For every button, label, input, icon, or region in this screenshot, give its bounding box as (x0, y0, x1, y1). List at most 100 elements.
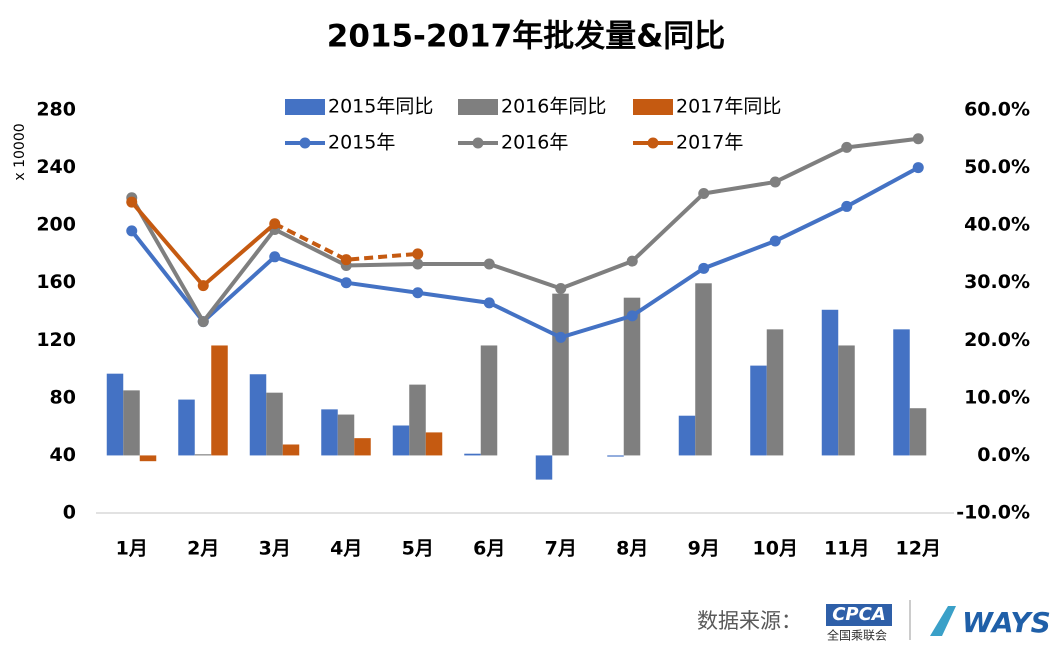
x-tick-label: 8月 (616, 538, 648, 560)
bar (838, 345, 855, 456)
point (841, 141, 853, 153)
y2-tick-label: 40.0% (964, 214, 1030, 236)
logo-sub: 全国乘联会 (827, 628, 887, 643)
bar (480, 345, 498, 456)
legend-label: 2017年 (676, 132, 743, 154)
legend-label: 2015年 (328, 132, 395, 154)
bar (695, 283, 712, 456)
point (197, 316, 209, 328)
x-tick-label: 12月 (896, 538, 941, 560)
bar (139, 455, 157, 462)
point (626, 255, 638, 267)
y2-tick-label: 10.0% (964, 386, 1030, 408)
bar (607, 455, 624, 457)
bar (282, 444, 300, 456)
point (412, 287, 424, 299)
point (197, 280, 209, 292)
point (698, 262, 710, 274)
point (769, 176, 781, 188)
point (269, 218, 281, 230)
logo-brand: WAYS (962, 606, 1051, 639)
legend-marker (647, 137, 659, 149)
point (483, 258, 495, 270)
legend-marker (472, 137, 484, 149)
point (340, 277, 352, 289)
y-tick-label: 0 (63, 502, 76, 524)
legend-swatch (633, 99, 673, 115)
bar (392, 425, 410, 456)
legend-marker (299, 137, 311, 149)
x-tick-label: 4月 (330, 538, 362, 560)
bar (425, 432, 443, 456)
y-tick-label: 40 (50, 444, 76, 466)
y-unit-label: x 10000 (12, 123, 28, 180)
legend-label: 2017年同比 (676, 96, 781, 118)
y2-tick-label: 60.0% (964, 99, 1030, 121)
y-tick-label: 280 (36, 99, 76, 121)
logo-box (826, 604, 892, 626)
legend-swatch (458, 99, 498, 115)
bar (623, 297, 641, 456)
x-tick-label: 5月 (402, 538, 434, 560)
chart-title: 2015-2017年批发量&同比 (327, 19, 725, 55)
bar (211, 345, 228, 456)
x-tick-label: 11月 (824, 538, 869, 560)
legend-swatch (285, 99, 325, 115)
y-tick-label: 160 (36, 271, 76, 293)
point (698, 187, 710, 199)
line (130, 136, 919, 326)
point (340, 254, 352, 266)
bar (766, 329, 784, 456)
y2-tick-label: 50.0% (964, 156, 1030, 178)
y-tick-label: 120 (36, 329, 76, 351)
bar (909, 408, 927, 456)
bar (893, 329, 910, 456)
bar (821, 309, 839, 456)
legend-label: 2015年同比 (328, 96, 433, 118)
bar (321, 409, 338, 456)
point (841, 200, 853, 212)
y2-tick-label: 20.0% (964, 329, 1030, 351)
y2-tick-label: -10.0% (956, 502, 1030, 524)
bar (535, 455, 553, 480)
x-tick-label: 6月 (473, 538, 505, 560)
x-tick-label: 9月 (688, 538, 720, 560)
legend-label: 2016年 (501, 132, 568, 154)
point (126, 196, 138, 208)
point (769, 235, 781, 247)
point (626, 310, 638, 322)
point (412, 258, 424, 270)
legend-label: 2016年同比 (501, 96, 606, 118)
point (126, 225, 138, 237)
line (130, 165, 920, 340)
point (412, 248, 424, 260)
logo-icon (930, 606, 956, 636)
bar (750, 365, 767, 456)
x-tick-label: 2月 (187, 538, 219, 560)
y-tick-label: 200 (36, 214, 76, 236)
bar (337, 414, 355, 456)
point (483, 297, 495, 309)
bar (354, 438, 371, 456)
logo-main: CPCA (832, 604, 886, 625)
y-tick-label: 80 (50, 386, 76, 408)
x-tick-label: 7月 (545, 538, 577, 560)
bar (249, 374, 267, 456)
x-tick-label: 3月 (259, 538, 291, 560)
y2-tick-label: 30.0% (964, 271, 1030, 293)
point (912, 162, 924, 174)
bar (464, 453, 481, 456)
point (269, 251, 281, 263)
point (555, 282, 567, 294)
bar (409, 384, 426, 456)
point (912, 133, 924, 145)
y-tick-label: 240 (36, 156, 76, 178)
bar (178, 399, 195, 456)
bar (194, 454, 212, 456)
bar (266, 392, 283, 456)
point (555, 331, 567, 343)
source-label: 数据来源： (697, 609, 802, 633)
bar (123, 390, 140, 456)
bar (552, 293, 569, 456)
x-tick-label: 10月 (753, 538, 798, 560)
